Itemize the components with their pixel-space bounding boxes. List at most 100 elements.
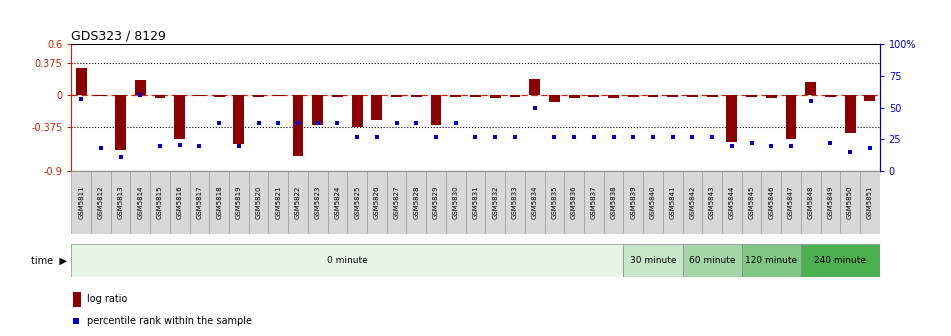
Bar — [446, 171, 466, 234]
Bar — [170, 171, 189, 234]
Text: GSM5813: GSM5813 — [118, 185, 124, 219]
Text: 30 minute: 30 minute — [630, 256, 676, 265]
Bar — [505, 171, 525, 234]
Bar — [623, 244, 683, 277]
Bar — [781, 171, 801, 234]
Bar — [742, 171, 762, 234]
Bar — [234, 95, 244, 144]
Bar — [150, 171, 170, 234]
Bar — [312, 95, 323, 125]
Bar — [490, 95, 500, 98]
Bar — [95, 95, 107, 96]
Text: GSM5819: GSM5819 — [236, 185, 242, 219]
Bar — [648, 95, 658, 97]
Bar — [589, 95, 599, 97]
Text: GSM5849: GSM5849 — [827, 186, 833, 219]
Bar — [387, 171, 406, 234]
Text: GSM5851: GSM5851 — [866, 186, 873, 219]
Bar — [569, 95, 579, 98]
Bar — [71, 171, 91, 234]
Bar — [766, 95, 777, 98]
Text: GSM5828: GSM5828 — [414, 186, 419, 219]
Bar — [76, 68, 87, 95]
Bar — [844, 95, 856, 133]
Text: GSM5840: GSM5840 — [650, 186, 656, 219]
Bar — [130, 171, 150, 234]
Bar — [608, 95, 619, 98]
Bar — [466, 171, 485, 234]
Text: GSM5847: GSM5847 — [788, 186, 794, 219]
Bar — [347, 171, 367, 234]
Bar — [115, 95, 126, 150]
Text: GSM5832: GSM5832 — [493, 186, 498, 219]
Bar — [742, 244, 801, 277]
Text: log ratio: log ratio — [87, 294, 127, 304]
Text: GSM5826: GSM5826 — [374, 186, 379, 219]
Bar — [623, 171, 643, 234]
Text: 60 minute: 60 minute — [689, 256, 735, 265]
Text: 240 minute: 240 minute — [814, 256, 866, 265]
Text: GSM5845: GSM5845 — [748, 186, 754, 219]
Text: GSM5836: GSM5836 — [572, 185, 577, 219]
Text: GSM5848: GSM5848 — [807, 186, 814, 219]
Bar — [268, 171, 288, 234]
Text: GSM5812: GSM5812 — [98, 186, 104, 219]
Bar — [860, 171, 880, 234]
Bar — [174, 95, 185, 139]
Bar — [510, 95, 520, 97]
Bar — [372, 95, 382, 120]
Bar — [529, 79, 540, 95]
Bar — [91, 171, 110, 234]
Text: GSM5811: GSM5811 — [78, 185, 85, 219]
Bar — [155, 95, 165, 98]
Bar — [825, 95, 836, 97]
Text: GSM5825: GSM5825 — [354, 186, 360, 219]
Bar — [426, 171, 446, 234]
Bar — [406, 171, 426, 234]
Bar — [71, 244, 623, 277]
Bar — [762, 171, 781, 234]
Text: 120 minute: 120 minute — [746, 256, 797, 265]
Bar — [663, 171, 683, 234]
Bar — [273, 95, 283, 96]
Text: percentile rank within the sample: percentile rank within the sample — [87, 317, 252, 326]
Text: GSM5815: GSM5815 — [157, 186, 163, 219]
Text: GSM5820: GSM5820 — [256, 186, 262, 219]
Text: GSM5841: GSM5841 — [670, 186, 675, 219]
Bar — [485, 171, 505, 234]
Bar — [135, 80, 146, 95]
Text: GSM5824: GSM5824 — [335, 186, 340, 219]
Text: GSM5823: GSM5823 — [315, 186, 320, 219]
Bar — [288, 171, 308, 234]
Text: GSM5846: GSM5846 — [768, 186, 774, 219]
Bar — [194, 95, 204, 96]
Text: GSM5842: GSM5842 — [689, 186, 695, 219]
Bar — [451, 95, 461, 97]
Bar — [564, 171, 584, 234]
Bar — [643, 171, 663, 234]
Bar — [431, 95, 441, 125]
Bar — [110, 171, 130, 234]
Bar — [352, 95, 362, 127]
Bar — [391, 95, 402, 97]
Bar — [525, 171, 545, 234]
Text: GSM5818: GSM5818 — [216, 185, 223, 219]
Bar — [545, 171, 564, 234]
Bar — [864, 95, 875, 101]
Bar — [189, 171, 209, 234]
Text: GSM5822: GSM5822 — [295, 186, 301, 219]
Bar — [367, 171, 387, 234]
Bar — [72, 292, 81, 307]
Bar — [584, 171, 604, 234]
Bar — [328, 171, 347, 234]
Text: GSM5844: GSM5844 — [728, 186, 735, 219]
Bar — [229, 171, 249, 234]
Bar — [604, 171, 623, 234]
Bar — [209, 171, 229, 234]
Text: GSM5830: GSM5830 — [453, 185, 458, 219]
Text: GSM5817: GSM5817 — [197, 185, 203, 219]
Bar — [308, 171, 328, 234]
Bar — [668, 95, 678, 97]
Text: GSM5829: GSM5829 — [433, 186, 439, 219]
Bar — [683, 171, 702, 234]
